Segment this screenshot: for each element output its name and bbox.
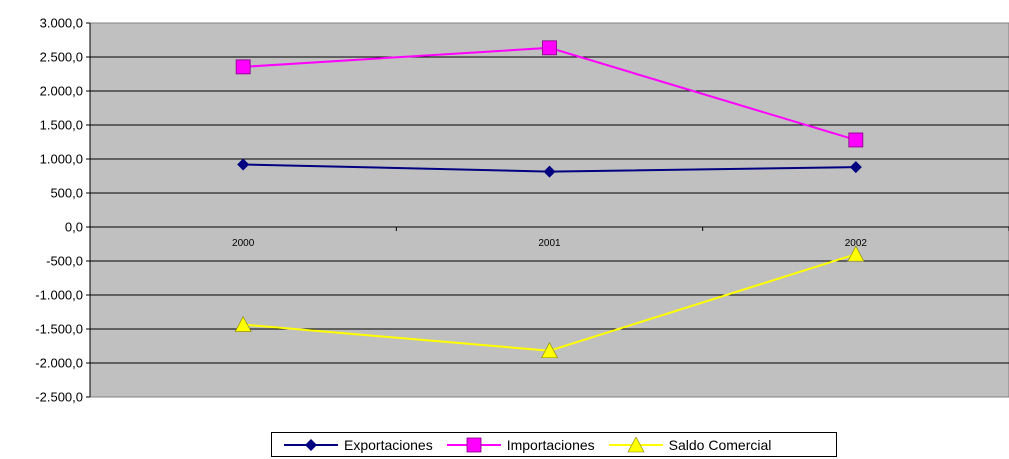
y-tick-label: 1.500,0 <box>40 118 83 133</box>
y-tick-label: 500,0 <box>50 186 83 201</box>
data-point <box>849 161 862 174</box>
data-point <box>234 315 252 332</box>
legend: Exportaciones Importaciones Saldo Comercia… <box>271 432 837 457</box>
data-point <box>541 342 558 359</box>
series-importaciones <box>235 40 864 148</box>
series-saldo-comercial <box>234 245 865 359</box>
legend-swatch <box>446 437 501 452</box>
line-chart: 3.000,0 2.500,0 2.000,0 1.500,0 1.000,0 500,0… <box>35 16 1009 405</box>
data-point <box>627 436 645 452</box>
x-tick-label: 2001 <box>538 238 561 249</box>
x-tick-label: 2000 <box>232 238 255 249</box>
x-axis: 2000 2001 2002 <box>89 226 1009 249</box>
data-point <box>305 438 317 451</box>
series-exportaciones <box>237 158 862 178</box>
data-point <box>848 132 864 148</box>
y-tick-label: -2.000,0 <box>35 356 83 371</box>
series-group <box>234 40 865 359</box>
y-tick-label: -2.500,0 <box>35 390 83 405</box>
legend-swatch <box>608 436 663 452</box>
legend-item: Saldo Comercial <box>607 436 772 453</box>
y-tick-label: 1.000,0 <box>40 152 83 167</box>
y-tick-label: 0,0 <box>65 220 83 235</box>
x-tick-label: 2002 <box>845 238 868 249</box>
data-point <box>235 59 251 75</box>
legend-item: Exportaciones <box>282 437 433 453</box>
y-tick-label: 2.000,0 <box>40 84 83 99</box>
data-point <box>466 437 482 452</box>
data-point <box>847 245 865 262</box>
legend-label: Saldo Comercial <box>668 436 772 453</box>
y-tick-label: -1.500,0 <box>35 322 83 337</box>
data-point <box>543 165 556 178</box>
plot-area <box>89 22 1009 398</box>
data-point <box>542 40 557 56</box>
y-tick-label: 2.500,0 <box>40 50 83 65</box>
legend-item: Importaciones <box>445 437 595 453</box>
y-tick-label: -500,0 <box>46 254 83 269</box>
legend-label: Importaciones <box>506 436 595 453</box>
y-tick-label: 3.000,0 <box>40 16 83 31</box>
y-tick-label: -1.000,0 <box>35 288 83 303</box>
data-point <box>237 158 250 171</box>
y-axis: 3.000,0 2.500,0 2.000,0 1.500,0 1.000,0 500,0… <box>35 16 91 405</box>
legend-label: Exportaciones <box>344 436 433 453</box>
legend-swatch <box>284 438 338 451</box>
